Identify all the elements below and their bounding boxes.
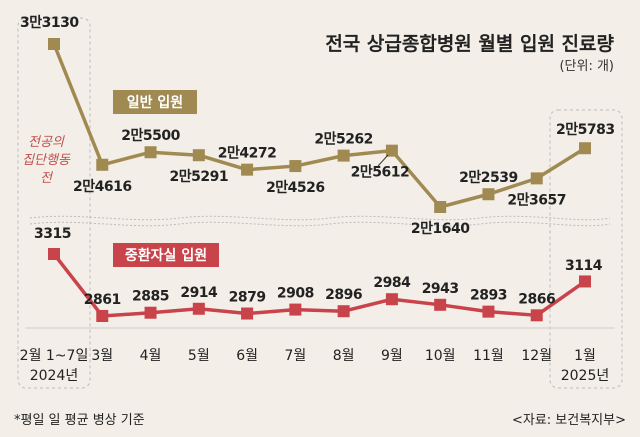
- x-tick-label-2: 4월: [140, 348, 162, 364]
- footnote: *평일 일 평균 병상 기준: [14, 413, 145, 428]
- source-label: <자료: 보건복지부>: [512, 413, 626, 428]
- data-label-1-7: 2984: [373, 275, 411, 291]
- highlight-box-last: [549, 109, 623, 389]
- data-point-1-0: [48, 248, 60, 260]
- data-point-1-1: [96, 310, 109, 322]
- x-tick-label-6: 8월: [333, 348, 355, 364]
- data-point-1-11: [579, 275, 591, 288]
- annotation-line-2: 집단행동: [22, 153, 71, 168]
- data-point-0-3: [192, 149, 205, 162]
- data-label-0-0: 3만3130: [20, 15, 79, 31]
- data-label-0-6: 2만5262: [314, 132, 373, 148]
- data-label-1-0: 3315: [34, 226, 71, 242]
- x-tick-label-8: 10월: [425, 348, 456, 364]
- data-label-0-3: 2만5291: [170, 169, 229, 185]
- series-line-1: [52, 252, 587, 318]
- data-point-1-6: [337, 305, 350, 318]
- data-point-0-2: [144, 146, 157, 159]
- data-label-0-10: 2만3657: [507, 192, 566, 208]
- data-point-0-1: [96, 158, 109, 171]
- data-point-1-3: [192, 302, 205, 315]
- x-tick-year-11: 2025년: [561, 368, 610, 384]
- x-tick-year-0: 2024년: [30, 368, 79, 384]
- x-tick-label-9: 11월: [473, 348, 504, 364]
- series-name-0: 일반 입원: [127, 94, 183, 111]
- series-badge-1: [113, 243, 219, 267]
- x-tick-label-4: 6월: [236, 348, 258, 364]
- annotation-line-3: 전: [40, 171, 54, 186]
- data-point-0-11: [579, 142, 591, 155]
- axis-break-wave: [29, 215, 611, 221]
- data-point-0-0: [48, 38, 60, 50]
- data-label-0-9: 2만2539: [459, 170, 518, 186]
- data-label-0-11: 2만5783: [556, 122, 615, 138]
- data-label-1-2: 2885: [132, 289, 169, 305]
- annotation-line-1: 전공의: [28, 135, 65, 150]
- data-label-0-7: 2만5612: [351, 165, 410, 181]
- series-line-0: [52, 43, 586, 209]
- label-connector: [377, 154, 389, 167]
- x-tick-label-10: 12월: [521, 348, 552, 364]
- x-tick-label-0: 2월 1~7일: [20, 348, 89, 364]
- data-point-1-9: [482, 305, 495, 318]
- data-point-0-9: [482, 188, 495, 201]
- data-label-1-10: 2866: [518, 291, 555, 307]
- series-layer: 3만3130 2만4616 2만5500 2만5291 2만4272 2만4526 2만52…: [20, 15, 615, 322]
- data-label-1-9: 2893: [470, 288, 507, 304]
- chart-title: 전국 상급종합병원 월별 입원 진료량: [325, 33, 614, 55]
- data-label-1-1: 2861: [84, 292, 121, 308]
- data-point-1-2: [144, 306, 157, 319]
- axis-break-wave-2: [29, 221, 611, 227]
- data-point-0-5: [289, 160, 302, 173]
- x-tick-label-5: 7월: [284, 348, 306, 364]
- data-point-1-10: [530, 309, 543, 322]
- data-point-1-5: [289, 303, 302, 316]
- data-point-0-10: [530, 172, 543, 185]
- x-tick-labels: 2월 1~7일 2024년 3월 4월 5월 6월 7월 8월 9월 10월 11월 12월 1월 202…: [20, 348, 610, 384]
- data-point-1-8: [434, 298, 447, 311]
- data-point-1-7: [385, 293, 398, 306]
- data-label-0-8: 2만1640: [411, 221, 470, 237]
- data-label-1-4: 2879: [229, 290, 266, 306]
- data-label-0-2: 2만5500: [121, 128, 180, 144]
- data-label-1-8: 2943: [422, 281, 459, 297]
- series-name-1: 중환자실 입원: [125, 247, 207, 264]
- data-label-1-6: 2896: [325, 287, 362, 303]
- x-tick-label-11: 1월: [574, 348, 596, 364]
- data-point-0-4: [241, 163, 254, 176]
- data-label-0-5: 2만4526: [266, 180, 325, 196]
- data-point-0-7: [385, 144, 398, 157]
- x-tick-label-1: 3월: [91, 348, 113, 364]
- data-point-0-6: [337, 149, 350, 162]
- x-tick-label-7: 9월: [381, 348, 403, 364]
- data-label-1-5: 2908: [277, 286, 314, 302]
- data-point-0-8: [434, 201, 447, 213]
- highlight-box-first: [17, 17, 91, 389]
- data-point-1-4: [241, 307, 254, 320]
- series-badge-0: [113, 90, 197, 114]
- unit-label: (단위: 개): [559, 59, 614, 74]
- x-tick-label-3: 5월: [188, 348, 210, 364]
- data-label-0-4: 2만4272: [218, 146, 277, 162]
- data-label-1-11: 3114: [565, 258, 603, 274]
- data-label-0-1: 2만4616: [73, 179, 132, 195]
- data-label-1-3: 2914: [180, 285, 218, 301]
